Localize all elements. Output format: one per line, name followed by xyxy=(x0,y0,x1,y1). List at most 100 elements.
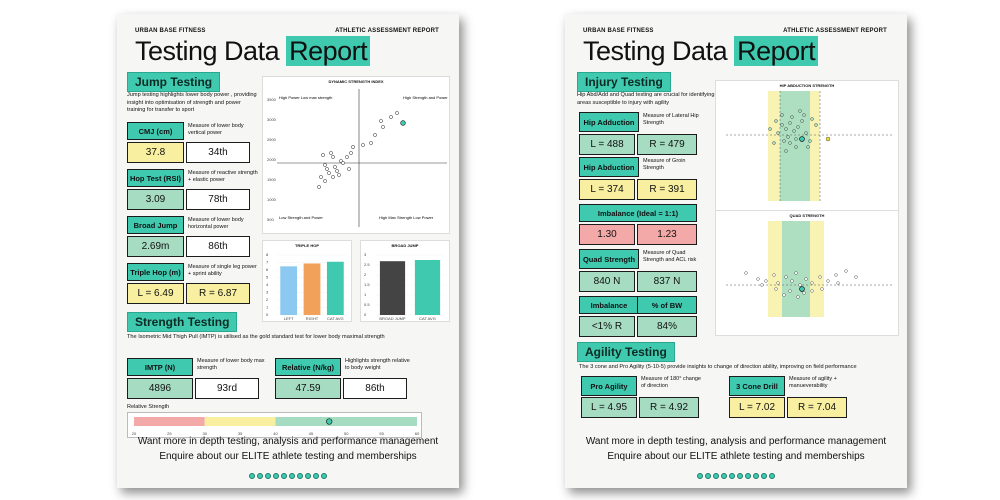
relative-tick: 40 xyxy=(273,431,278,436)
triple-hop-ytick: 0 xyxy=(266,312,269,317)
imbalance2-left: <1% R xyxy=(579,316,635,337)
triple-hop-xtick: RIGHT xyxy=(306,316,319,321)
hip-point xyxy=(786,135,790,139)
quad-point xyxy=(774,287,778,291)
hip-point xyxy=(784,127,788,131)
dot xyxy=(729,473,735,479)
triple-right: R = 6.87 xyxy=(186,283,250,304)
hop-percentile: 78th xyxy=(186,189,250,210)
cmj-desc: Measure of lower body vertical power xyxy=(188,123,244,136)
relative-tick: 20 xyxy=(132,431,137,436)
footer-line-2: Enquire about our ELITE athlete testing … xyxy=(607,451,865,462)
dsi-q4: High Max Strength Low Power xyxy=(379,215,434,220)
triple-hop-xtick: CAT AVG xyxy=(327,316,344,321)
quad-point xyxy=(804,277,808,281)
dsi-point xyxy=(317,185,321,189)
hip-point xyxy=(776,131,780,135)
dsi-point xyxy=(325,167,329,171)
triple-hop-ytick: 7 xyxy=(266,260,269,265)
dsi-point xyxy=(341,161,345,165)
triple-hop-bar xyxy=(303,263,321,315)
dot xyxy=(289,473,295,479)
brand-name: URBAN BASE FITNESS xyxy=(135,28,206,34)
relative-tick: 55 xyxy=(379,431,384,436)
quad-left: 840 N xyxy=(579,271,635,292)
hip-add-left: L = 488 xyxy=(579,134,635,155)
dot xyxy=(705,473,711,479)
dsi-ytick: 1000 xyxy=(267,197,277,202)
imtp-desc: Measure of lower body max strength xyxy=(197,358,265,371)
triple-hop-ytick: 4 xyxy=(266,282,269,287)
hip-point xyxy=(772,141,776,145)
quad-point xyxy=(744,271,748,275)
triple-desc: Measure of single leg power + sprint abi… xyxy=(188,264,257,277)
cmj-label: CMJ (cm) xyxy=(127,122,184,140)
triple-hop-svg: 8 7 6 5 4 3 2 1 0 LEFT RIGHT CAT AVG xyxy=(266,252,347,321)
dsi-chart: DYNAMIC STRENGTH INDEX 3500 3000 2500 2000 1… xyxy=(262,76,450,234)
bw-label: % of BW xyxy=(637,296,697,314)
dsi-point xyxy=(361,143,365,147)
quad-point xyxy=(760,283,764,287)
quad-point xyxy=(810,281,814,285)
hip-add-desc: Measure of Lateral Hip Strength xyxy=(643,113,699,126)
dsi-point xyxy=(381,125,385,129)
broad-jump-title: BROAD JUMP xyxy=(391,243,419,248)
dot xyxy=(713,473,719,479)
triple-hop-bar xyxy=(326,261,344,315)
dsi-point xyxy=(327,171,331,175)
dsi-point xyxy=(331,175,335,179)
quad-point xyxy=(790,279,794,283)
hip-point xyxy=(808,139,812,143)
dot xyxy=(305,473,311,479)
quad-point xyxy=(834,273,838,277)
quad-point xyxy=(796,295,800,299)
dot xyxy=(697,473,703,479)
title-text: Testing Data xyxy=(135,36,287,66)
injury-intro: Hip Abd/Add and Quad testing are crucial… xyxy=(577,92,715,106)
relative-percentile: 86th xyxy=(343,378,407,399)
quad-point xyxy=(776,281,780,285)
hip-abd-desc: Measure of Groin Strength xyxy=(643,158,686,171)
hip-point xyxy=(780,123,784,127)
hip-point xyxy=(788,121,792,125)
hip-abd-left: L = 374 xyxy=(579,179,635,200)
quad-strength-chart: QUAD STRENGTH xyxy=(715,210,899,336)
dsi-point xyxy=(389,115,393,119)
three-cone-left: L = 7.02 xyxy=(729,397,785,418)
dsi-ytick: 3000 xyxy=(267,117,277,122)
dsi-point xyxy=(345,155,349,159)
imbalance-label: Imbalance (Ideal = 1:1) xyxy=(579,204,697,222)
dot xyxy=(745,473,751,479)
imbalance2-label: Imbalance xyxy=(579,296,639,314)
hip-point xyxy=(804,131,808,135)
three-cone-desc: Measure of agility + manueverability xyxy=(789,376,837,389)
report-page-1: URBAN BASE FITNESS ATHLETIC ASSESSMENT R… xyxy=(117,14,459,488)
triple-hop-chart: TRIPLE HOP 8 7 6 5 4 3 2 1 0 LEFT RIGHT CAT AVG xyxy=(262,240,352,322)
broad-jump-xtick: BROAD JUMP xyxy=(379,316,406,321)
relative-band xyxy=(204,417,276,426)
dsi-point xyxy=(321,153,325,157)
dot xyxy=(297,473,303,479)
broad-jump-bar xyxy=(379,261,406,315)
triple-hop-ytick: 8 xyxy=(266,252,269,257)
triple-hop-ytick: 3 xyxy=(266,290,269,295)
hip-add-right: R = 479 xyxy=(637,134,697,155)
hip-point xyxy=(792,129,796,133)
title-text: Testing Data xyxy=(583,36,735,66)
jump-intro: Jump testing highlights lower body power… xyxy=(127,92,257,114)
title-highlight: Report xyxy=(286,36,371,66)
dsi-point xyxy=(347,167,351,171)
hip-point xyxy=(768,127,772,131)
page-dots xyxy=(565,466,907,484)
jump-testing-heading: Jump Testing xyxy=(127,72,221,92)
bw-value: 84% xyxy=(637,316,697,337)
quad-point xyxy=(802,291,806,295)
quad-band-green xyxy=(782,221,810,317)
quad-point xyxy=(810,289,814,293)
broad-jump-ytick: 0 xyxy=(364,312,367,317)
quad-point xyxy=(826,279,830,283)
broad-percentile: 86th xyxy=(186,236,250,257)
report-type: ATHLETIC ASSESSMENT REPORT xyxy=(335,28,439,34)
hip-athlete-point xyxy=(799,136,805,142)
